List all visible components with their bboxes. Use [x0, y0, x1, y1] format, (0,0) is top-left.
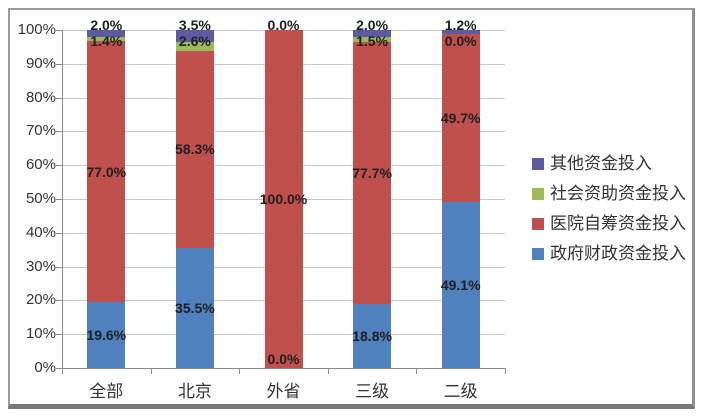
data-label: 3.5%	[178, 17, 211, 33]
data-label: 35.5%	[175, 300, 215, 316]
legend-label: 社会资助资金投入	[550, 184, 686, 203]
y-axis-tick	[56, 97, 62, 99]
data-label: 77.0%	[86, 163, 127, 180]
y-axis-tick	[56, 232, 62, 234]
y-axis-tick	[56, 63, 62, 65]
data-label: 0.0%	[444, 33, 477, 49]
y-axis-tick	[56, 300, 62, 302]
bar-segment	[441, 202, 480, 368]
y-axis-tick	[56, 131, 62, 133]
category-label: 二级	[443, 382, 478, 401]
y-tick-label: 40%	[25, 223, 56, 241]
data-label: 49.1%	[440, 277, 481, 294]
y-tick-label: 80%	[25, 88, 56, 106]
bar-segment	[441, 34, 480, 203]
data-label: 1.5%	[356, 33, 389, 49]
y-axis-tick	[56, 30, 62, 31]
y-tick-label: 30%	[25, 257, 56, 275]
data-label: 19.6%	[86, 326, 127, 343]
bar-segment	[441, 30, 480, 35]
legend-item: 医院自筹资金投入	[532, 214, 686, 233]
legend-swatch-icon	[532, 217, 544, 230]
bar-segment	[87, 301, 126, 368]
bar-segment	[353, 36, 392, 42]
data-label: 0.0%	[267, 351, 300, 367]
bar-segment	[175, 50, 214, 248]
y-axis-tick	[56, 334, 62, 336]
y-axis-tick	[56, 199, 62, 200]
x-axis-tick	[416, 368, 418, 374]
data-label: 49.7%	[440, 110, 481, 127]
y-axis-tick	[56, 368, 62, 369]
y-tick-label: 50%	[25, 190, 56, 207]
y-tick-label: 90%	[25, 54, 56, 72]
data-label: 0.0%	[267, 17, 300, 33]
y-tick-label: 0%	[34, 359, 56, 376]
category-label: 三级	[355, 382, 390, 401]
x-axis-tick	[239, 368, 241, 374]
bar-segment	[87, 41, 126, 302]
legend-label: 医院自筹资金投入	[550, 214, 686, 233]
bar-segment	[87, 30, 126, 37]
bar-segment	[87, 36, 126, 42]
data-label: 58.3%	[175, 141, 215, 158]
legend-label: 其他资金投入	[550, 154, 652, 173]
bar-segment	[175, 42, 214, 51]
category-label: 全部	[89, 382, 124, 401]
category-label: 北京	[177, 382, 212, 401]
x-axis-line	[62, 368, 505, 369]
data-label: 2.0%	[356, 17, 389, 33]
y-tick-label: 70%	[25, 122, 56, 140]
x-axis-tick	[505, 368, 506, 374]
bar-segment	[353, 30, 392, 37]
data-label: 2.0%	[90, 17, 123, 33]
bar-segment	[264, 30, 303, 368]
legend-label: 政府财政资金投入	[550, 244, 686, 263]
data-label: 1.4%	[90, 33, 123, 49]
legend-swatch-icon	[532, 187, 544, 200]
data-label: 18.8%	[352, 328, 392, 345]
bar-segment	[353, 41, 392, 305]
x-axis-tick	[62, 368, 63, 374]
legend-swatch-icon	[532, 247, 544, 260]
bar-segment	[175, 30, 214, 43]
data-label: 1.2%	[444, 17, 477, 33]
y-tick-label: 10%	[25, 325, 56, 343]
legend-swatch-icon	[532, 157, 544, 170]
data-label: 77.7%	[352, 165, 392, 182]
legend-item: 社会资助资金投入	[532, 184, 686, 203]
legend-item: 其他资金投入	[532, 154, 652, 173]
data-label: 100.0%	[259, 191, 308, 207]
y-tick-label: 20%	[25, 291, 56, 309]
data-label: 2.6%	[178, 33, 211, 49]
y-axis-tick	[56, 266, 62, 268]
bar-segment	[175, 248, 214, 368]
y-axis-line	[62, 30, 63, 373]
y-axis-tick	[56, 165, 62, 167]
x-axis-tick	[150, 368, 152, 374]
legend-item: 政府财政资金投入	[532, 244, 686, 263]
x-axis-tick	[327, 368, 329, 374]
category-label: 外省	[266, 382, 301, 401]
y-tick-label: 100%	[17, 21, 56, 38]
y-tick-label: 60%	[25, 156, 56, 174]
bar-segment	[353, 304, 392, 368]
